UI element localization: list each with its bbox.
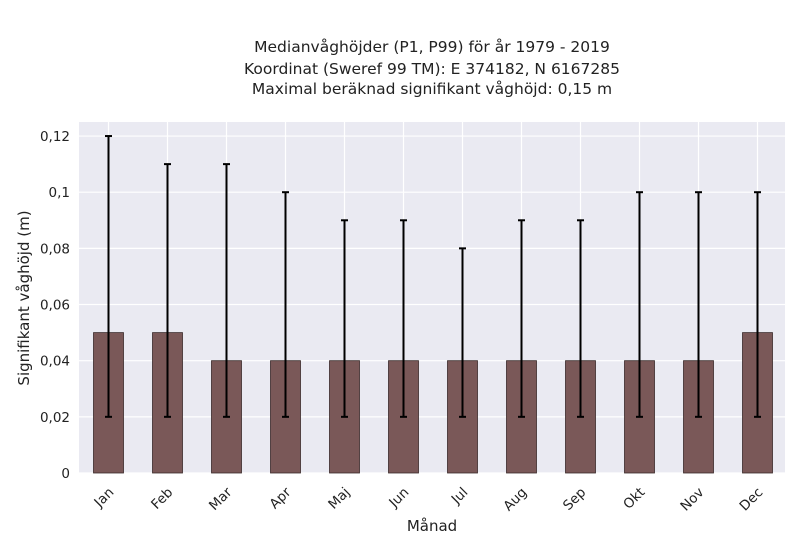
plot-area — [79, 122, 785, 473]
y-tick-label: 0 — [61, 466, 70, 482]
error-bar-feb — [164, 163, 171, 418]
x-tick-label-sep: Sep — [560, 485, 589, 514]
x-tick-labels: Jan Feb Mar Apr Maj Jun Jul Aug Sep Okt Nov Dec — [91, 484, 767, 514]
x-axis-label: Månad — [407, 517, 457, 535]
x-tick-label-mar: Mar — [206, 484, 236, 514]
error-bar-aug — [518, 219, 525, 418]
error-bar-jun — [400, 219, 407, 418]
error-bar-mar — [223, 163, 230, 418]
error-bar-jul — [459, 247, 466, 418]
x-tick-label-jul: Jul — [448, 485, 472, 509]
x-tick-label-nov: Nov — [677, 485, 707, 515]
y-tick-label: 0,02 — [40, 410, 70, 426]
y-tick-label: 0,12 — [40, 129, 70, 145]
y-tick-labels: 0 0,02 0,04 0,06 0,08 0,1 0,12 — [40, 129, 70, 482]
error-bar-maj — [341, 219, 348, 418]
y-tick-label: 0,08 — [40, 241, 70, 257]
x-tick-label-apr: Apr — [266, 484, 294, 512]
error-bars — [105, 135, 761, 418]
error-bar-okt — [636, 191, 643, 418]
x-tick-label-jun: Jun — [385, 485, 412, 512]
error-bar-jan — [105, 135, 112, 418]
x-tick-label-feb: Feb — [148, 485, 176, 513]
x-tick-label-jan: Jan — [91, 485, 118, 512]
error-bar-sep — [577, 219, 584, 418]
x-tick-label-aug: Aug — [500, 485, 530, 515]
x-tick-label-okt: Okt — [620, 485, 648, 513]
chart-title-line-2: Koordinat (Sweref 99 TM): E 374182, N 61… — [244, 60, 620, 78]
x-tick-label-maj: Maj — [325, 485, 353, 513]
error-bar-nov — [695, 191, 702, 418]
error-bar-dec — [754, 191, 761, 418]
chart-title-line-1: Medianvåghöjder (P1, P99) för år 1979 - … — [254, 38, 610, 56]
y-tick-label: 0,1 — [49, 185, 70, 201]
y-axis-label: Signifikant våghöjd (m) — [15, 210, 33, 385]
chart-title-line-3: Maximal beräknad signifikant våghöjd: 0,… — [252, 80, 612, 98]
y-tick-label: 0,04 — [40, 354, 70, 370]
error-bar-apr — [282, 191, 289, 418]
x-tick-label-dec: Dec — [737, 485, 767, 515]
y-tick-label: 0,06 — [40, 298, 70, 314]
